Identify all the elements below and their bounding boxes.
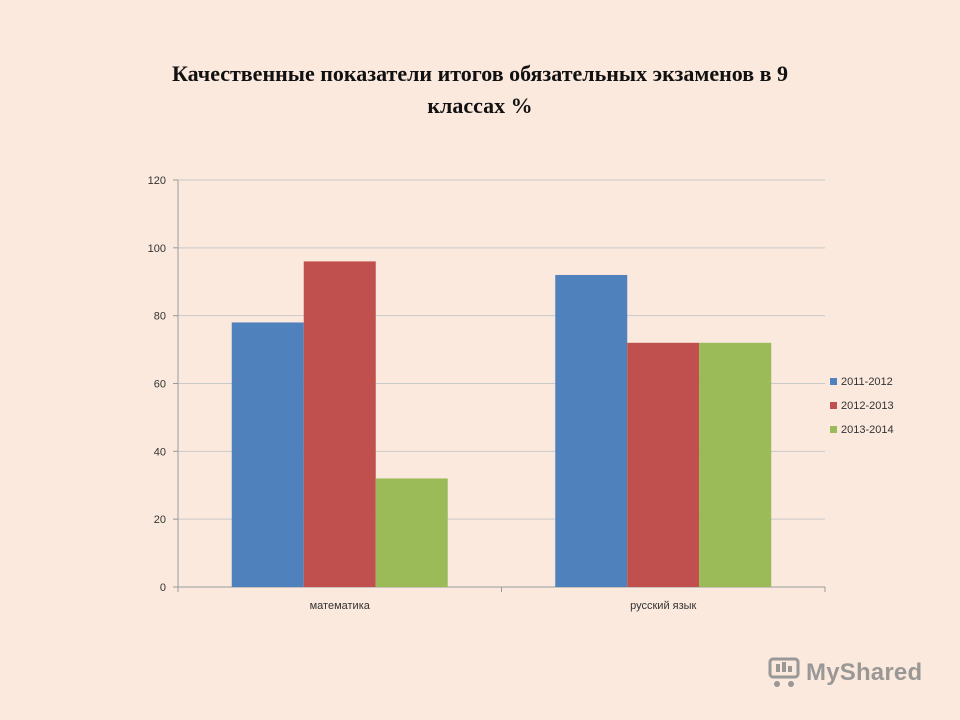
y-tick-label: 20: [154, 514, 166, 526]
watermark: MyShared: [766, 656, 922, 690]
x-tick-label: математика: [310, 600, 371, 612]
x-tick-label: русский язык: [630, 600, 696, 612]
chart-title-line1: Качественные показатели итогов обязатель…: [172, 61, 788, 86]
legend-swatch: [830, 402, 837, 409]
legend-label: 2011-2012: [841, 376, 893, 388]
y-tick-label: 0: [160, 582, 166, 594]
bar-русский язык-2013-2014: [699, 342, 772, 587]
bar-математика-2013-2014: [375, 478, 448, 587]
legend-swatch: [830, 378, 837, 385]
bar-математика-2011-2012: [231, 322, 304, 587]
legend-label: 2013-2014: [841, 424, 894, 436]
y-tick-label: 80: [154, 311, 166, 323]
chart-title-line2: классах %: [427, 93, 533, 118]
legend-swatch: [830, 426, 837, 433]
cart-logo-icon: [768, 657, 800, 687]
watermark-text: MyShared: [806, 659, 923, 686]
bar-русский язык-2011-2012: [555, 274, 628, 587]
y-tick-label: 60: [154, 379, 166, 391]
y-tick-label: 40: [154, 446, 166, 458]
y-tick-label: 120: [148, 175, 166, 187]
y-tick-label: 100: [148, 243, 166, 255]
bar-русский язык-2012-2013: [627, 342, 700, 587]
bar-математика-2012-2013: [303, 261, 376, 587]
chart-title: Качественные показатели итогов обязатель…: [60, 58, 900, 122]
legend-label: 2012-2013: [841, 400, 894, 412]
